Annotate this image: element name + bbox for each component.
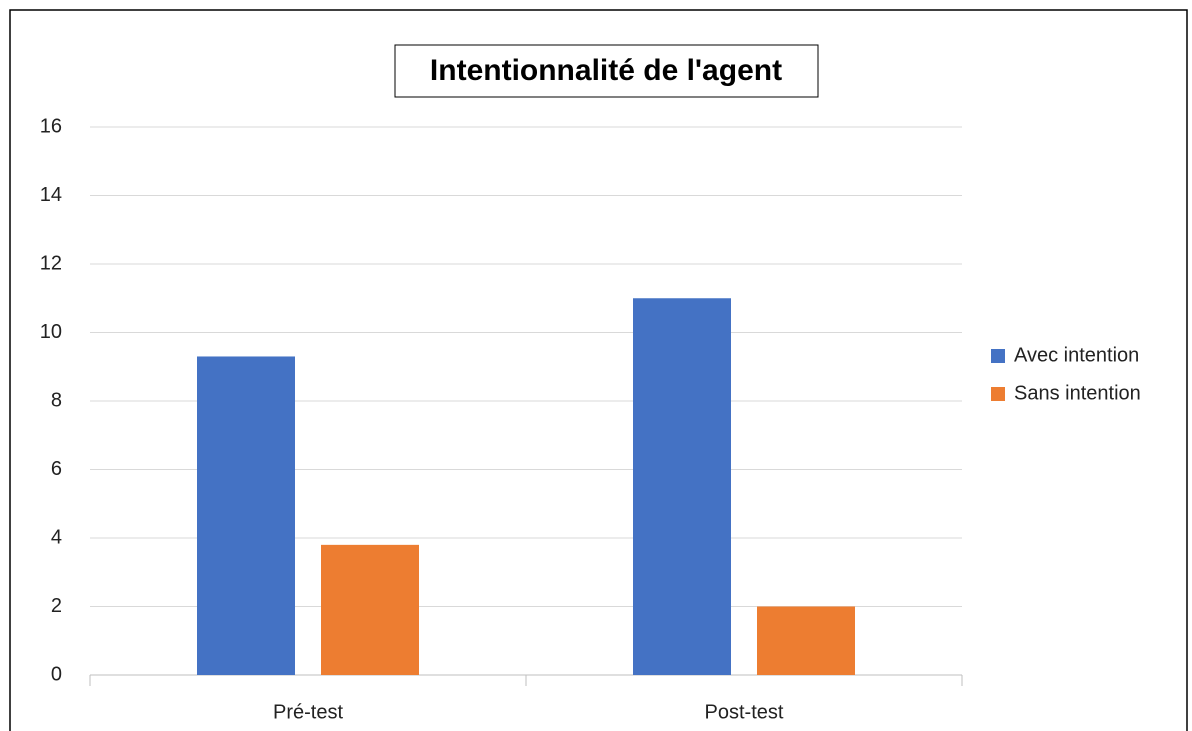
y-tick-label: 6 [51, 458, 62, 480]
legend-swatch [991, 349, 1005, 363]
bar [633, 298, 731, 675]
y-tick-label: 12 [40, 252, 62, 274]
title-box [394, 44, 819, 98]
legend-swatch [991, 387, 1005, 401]
chart-title: Intentionnalité de l'agent [430, 54, 782, 87]
y-tick-label: 16 [40, 115, 62, 137]
y-tick-label: 14 [40, 184, 62, 206]
legend-label: Avec intention [1014, 344, 1139, 366]
legend-label: Sans intention [1014, 382, 1141, 404]
x-tick-label: Pré-test [273, 701, 343, 723]
bar [321, 544, 419, 675]
y-tick-label: 10 [40, 321, 62, 343]
y-tick-label: 8 [51, 389, 62, 411]
y-tick-label: 4 [51, 526, 62, 548]
chart-border [9, 9, 1188, 731]
x-tick-label: Post-test [705, 701, 784, 723]
bar [197, 356, 295, 675]
y-tick-label: 2 [51, 595, 62, 617]
y-tick-label: 0 [51, 663, 62, 685]
bar [757, 606, 855, 675]
